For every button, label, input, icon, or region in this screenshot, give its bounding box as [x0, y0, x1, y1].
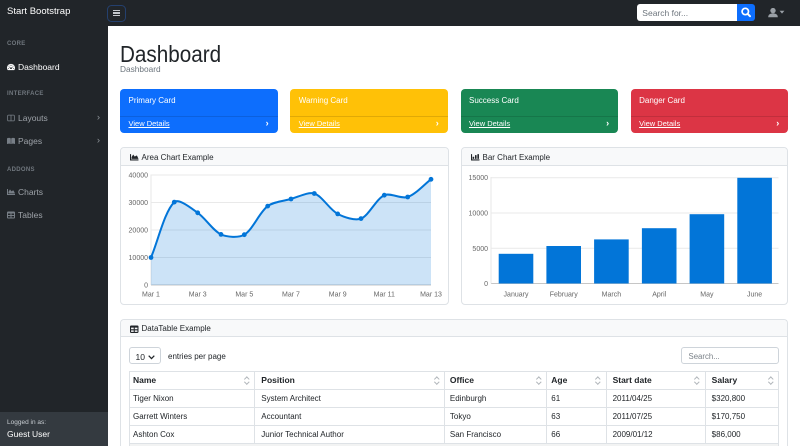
- svg-text:Mar 3: Mar 3: [189, 291, 207, 298]
- svg-text:Mar 13: Mar 13: [420, 291, 442, 298]
- svg-text:Mar 9: Mar 9: [329, 291, 347, 298]
- svg-text:January: January: [504, 291, 529, 298]
- svg-text:10000: 10000: [469, 210, 489, 217]
- svg-text:20000: 20000: [129, 227, 149, 234]
- svg-text:30000: 30000: [129, 200, 149, 207]
- svg-text:Mar 1: Mar 1: [142, 291, 160, 298]
- svg-text:40000: 40000: [129, 172, 149, 179]
- svg-text:0: 0: [144, 282, 148, 289]
- svg-text:Mar 11: Mar 11: [374, 291, 395, 298]
- svg-text:April: April: [652, 291, 666, 298]
- svg-text:February: February: [550, 291, 579, 298]
- svg-text:0: 0: [484, 281, 488, 288]
- svg-text:Mar 5: Mar 5: [235, 291, 253, 298]
- svg-text:15000: 15000: [469, 175, 489, 182]
- svg-text:March: March: [602, 291, 622, 298]
- svg-text:5000: 5000: [472, 245, 488, 252]
- svg-text:10000: 10000: [129, 255, 149, 262]
- svg-text:May: May: [700, 291, 714, 298]
- svg-text:Mar 7: Mar 7: [282, 291, 300, 298]
- svg-text:June: June: [747, 291, 762, 298]
